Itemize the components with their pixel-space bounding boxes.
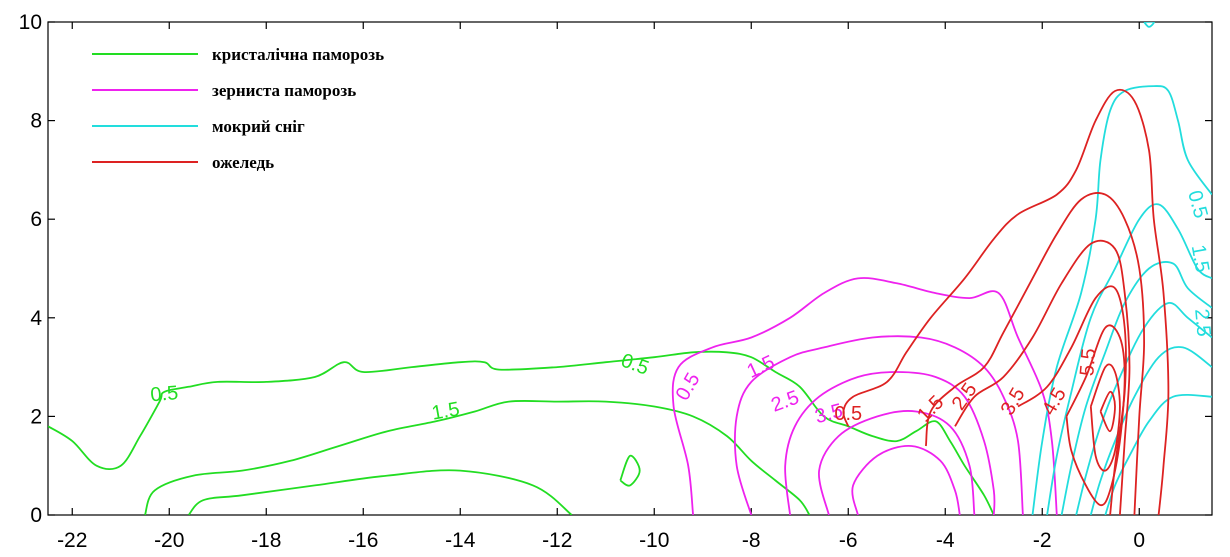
contour-line bbox=[818, 410, 976, 515]
contour-line bbox=[619, 454, 641, 487]
contour-labels: 0.50.51.50.51.52.5 3.50.5 1.5 2.5 3.5 4.55.50… bbox=[150, 188, 1215, 428]
contour-label: 2.5 bbox=[948, 379, 982, 414]
x-tick-label: -8 bbox=[742, 529, 761, 552]
y-tick-label: 0 bbox=[30, 504, 42, 527]
legend-label: ожеледь bbox=[212, 153, 274, 172]
y-tick-label: 4 bbox=[30, 307, 42, 330]
contour-line bbox=[1089, 346, 1212, 515]
contour-line bbox=[1017, 285, 1127, 515]
series-1 bbox=[671, 277, 1058, 515]
contour-line bbox=[1060, 261, 1212, 515]
contour-line bbox=[1046, 203, 1212, 515]
contour-line bbox=[1031, 85, 1212, 515]
contour-label: 0.5 bbox=[618, 350, 652, 380]
x-tick-label: -22 bbox=[57, 529, 87, 552]
x-tick-label: -14 bbox=[445, 529, 476, 552]
x-tick-label: -12 bbox=[542, 529, 572, 552]
contour-label: 0.5 bbox=[834, 403, 862, 425]
contour-line bbox=[671, 277, 1058, 515]
contour-line bbox=[1143, 22, 1155, 28]
y-tick-label: 8 bbox=[30, 110, 42, 133]
contour-label: 5.5 bbox=[1076, 347, 1100, 377]
x-tick-label: -16 bbox=[348, 529, 378, 552]
x-tick-label: -4 bbox=[936, 529, 955, 552]
series-0 bbox=[48, 350, 995, 515]
contour-line bbox=[734, 335, 1024, 515]
contour-line bbox=[1099, 390, 1116, 433]
contour-line bbox=[954, 239, 1131, 515]
contour-label: 2.5 bbox=[768, 387, 802, 417]
contour-line bbox=[842, 88, 1170, 515]
contour-line bbox=[784, 371, 996, 515]
contour-label: 0.5 bbox=[672, 369, 705, 404]
x-tick-label: 0 bbox=[1133, 529, 1145, 552]
contour-label: 3.5 bbox=[997, 384, 1030, 419]
legend-label: кристалічна паморозь bbox=[212, 45, 384, 64]
legend-label: мокрий сніг bbox=[212, 117, 305, 136]
contour-line bbox=[1075, 302, 1212, 515]
contour-line bbox=[187, 469, 573, 515]
contour-line bbox=[48, 350, 995, 515]
contour-label: 2.5 bbox=[1190, 308, 1214, 338]
x-tick-label: -20 bbox=[154, 529, 184, 552]
contour-label: 0.5 bbox=[150, 382, 180, 406]
contour-line bbox=[144, 399, 811, 515]
contour-line bbox=[1065, 324, 1126, 507]
legend: кристалічна паморозь зерниста паморозь мок… bbox=[92, 45, 384, 172]
y-tick-label: 10 bbox=[19, 11, 42, 34]
series-3 bbox=[842, 88, 1170, 515]
contour-label: 1.5 bbox=[430, 398, 461, 424]
x-tick-label: -6 bbox=[839, 529, 858, 552]
contour-line bbox=[925, 192, 1145, 515]
y-tick-label: 2 bbox=[30, 405, 42, 428]
contour-line bbox=[851, 445, 961, 515]
contour-lines bbox=[48, 22, 1212, 515]
contour-label: 1.5 bbox=[1187, 243, 1213, 274]
x-tick-label: -18 bbox=[251, 529, 281, 552]
x-tick-label: -10 bbox=[639, 529, 669, 552]
series-2 bbox=[1031, 22, 1212, 515]
x-tick-label: -2 bbox=[1033, 529, 1052, 552]
plot-frame bbox=[47, 21, 1213, 516]
contour-line bbox=[1089, 363, 1121, 472]
legend-label: зерниста паморозь bbox=[212, 81, 356, 100]
contour-label: 0.5 bbox=[1183, 188, 1211, 221]
y-tick-label: 6 bbox=[30, 208, 42, 231]
